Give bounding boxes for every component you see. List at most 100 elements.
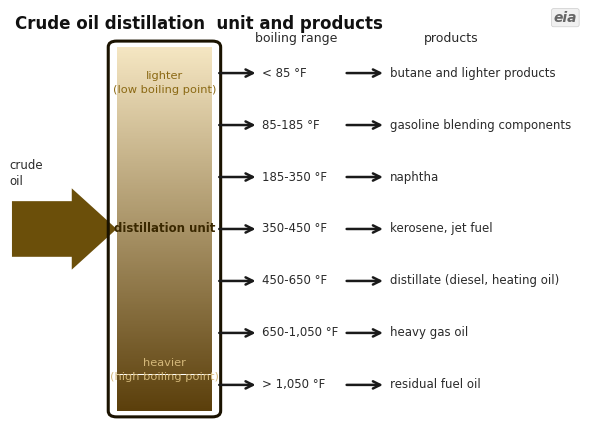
Text: heavy gas oil: heavy gas oil — [390, 327, 468, 339]
Bar — [117, 290, 212, 291]
Bar — [117, 59, 212, 60]
Bar — [117, 109, 212, 110]
Bar — [117, 155, 212, 156]
Bar — [117, 97, 212, 98]
Bar — [117, 130, 212, 131]
Bar — [117, 51, 212, 52]
Bar — [117, 190, 212, 191]
Text: distillation unit: distillation unit — [114, 223, 215, 235]
Bar — [117, 370, 212, 371]
Bar — [117, 316, 212, 318]
Bar — [117, 395, 212, 396]
Bar — [117, 349, 212, 350]
Bar — [117, 253, 212, 254]
Bar — [117, 163, 212, 165]
Bar — [117, 222, 212, 223]
Bar — [117, 212, 212, 213]
Bar — [117, 394, 212, 395]
Bar — [117, 286, 212, 287]
Bar — [117, 274, 212, 275]
Bar — [117, 132, 212, 133]
Bar — [117, 98, 212, 99]
Bar — [117, 193, 212, 194]
Bar — [117, 325, 212, 326]
Bar — [117, 95, 212, 97]
Bar — [117, 239, 212, 240]
Bar — [117, 285, 212, 286]
Bar — [117, 179, 212, 181]
Bar — [117, 350, 212, 351]
Bar — [117, 327, 212, 328]
Bar — [117, 80, 212, 81]
Bar — [117, 297, 212, 298]
Bar — [117, 283, 212, 285]
Bar — [117, 93, 212, 95]
Bar — [117, 144, 212, 146]
Bar — [117, 275, 212, 276]
Bar — [117, 263, 212, 264]
Bar — [117, 124, 212, 125]
Bar — [117, 271, 212, 273]
Bar — [117, 160, 212, 161]
Bar — [117, 372, 212, 373]
Text: naphtha: naphtha — [390, 170, 439, 184]
Bar — [117, 108, 212, 109]
Text: kerosene, jet fuel: kerosene, jet fuel — [390, 223, 493, 235]
Text: boiling range: boiling range — [255, 32, 337, 45]
Bar — [117, 406, 212, 407]
Bar — [117, 208, 212, 210]
Bar — [117, 309, 212, 310]
Bar — [117, 64, 212, 65]
Bar — [117, 219, 212, 220]
Bar — [117, 225, 212, 226]
Bar — [117, 322, 212, 324]
Bar — [117, 159, 212, 160]
Bar — [117, 76, 212, 77]
Bar — [117, 114, 212, 115]
Bar — [117, 410, 212, 411]
Bar — [117, 115, 212, 116]
Bar — [117, 331, 212, 332]
Bar — [117, 120, 212, 121]
Bar — [117, 312, 212, 314]
Bar — [117, 224, 212, 226]
Bar — [117, 383, 212, 384]
Bar — [117, 111, 212, 113]
Bar — [117, 127, 212, 128]
Bar — [117, 126, 212, 127]
Bar — [117, 136, 212, 137]
Bar — [117, 326, 212, 327]
Bar — [117, 355, 212, 356]
Bar — [117, 280, 212, 281]
Bar — [117, 191, 212, 193]
Bar — [117, 175, 212, 177]
Bar — [117, 184, 212, 185]
Bar — [117, 245, 212, 246]
Bar — [117, 178, 212, 179]
Text: residual fuel oil: residual fuel oil — [390, 378, 481, 391]
Bar — [117, 77, 212, 79]
Bar — [117, 264, 212, 265]
Bar — [117, 270, 212, 271]
Bar — [117, 83, 212, 85]
Bar — [117, 273, 212, 274]
Bar — [117, 337, 212, 338]
Bar — [117, 210, 212, 211]
Bar — [117, 99, 212, 101]
Bar — [117, 146, 212, 148]
Bar — [117, 332, 212, 333]
Bar — [117, 390, 212, 392]
Bar — [117, 300, 212, 302]
Bar — [117, 252, 212, 253]
Bar — [117, 262, 212, 263]
Bar — [117, 314, 212, 315]
Bar — [117, 105, 212, 107]
Bar — [117, 251, 212, 252]
Bar — [117, 360, 212, 361]
Bar — [117, 268, 212, 269]
Bar — [117, 54, 212, 56]
Bar — [117, 235, 212, 236]
Bar — [117, 154, 212, 155]
Bar — [117, 230, 212, 232]
Bar — [117, 366, 212, 367]
